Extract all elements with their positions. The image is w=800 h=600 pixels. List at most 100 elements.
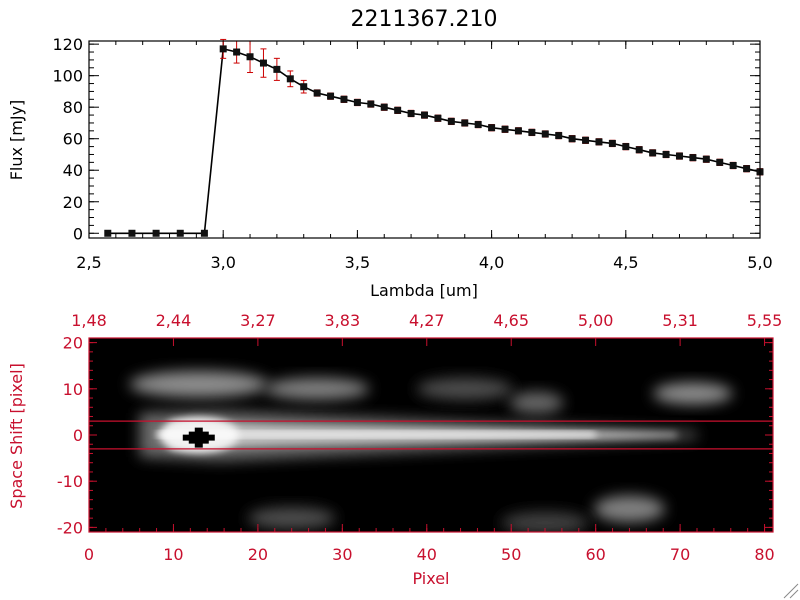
x-tick-label: 2,5	[76, 253, 101, 272]
image-top-tick-label: 4,65	[493, 311, 529, 330]
y-tick-label: 20	[63, 193, 83, 212]
x-tick-label: 3,0	[210, 253, 235, 272]
data-point	[541, 130, 549, 138]
data-point	[300, 83, 308, 91]
x-axis-label: Lambda [um]	[370, 281, 478, 300]
noise-blob	[509, 391, 564, 414]
image-y-tick-label: -10	[57, 472, 83, 491]
image-x-tick-label: 0	[84, 545, 94, 564]
bad-pixel	[194, 427, 203, 448]
x-tick-label: 3,5	[345, 253, 370, 272]
y-tick-label: 80	[63, 98, 83, 117]
image-x-tick-label: 40	[417, 545, 437, 564]
data-point	[246, 53, 254, 61]
spectrum-plot: 2211367.210 Lambda [um] Flux [mJy] 2,5 3,…	[7, 7, 773, 300]
data-point	[380, 103, 388, 111]
image-x-tick-label: 20	[248, 545, 268, 564]
x-tick-label: 4,0	[479, 253, 504, 272]
image-y-tick-label: -20	[57, 518, 83, 537]
data-point	[501, 125, 509, 133]
image-y-tick-label: 10	[63, 380, 83, 399]
data-point	[104, 229, 112, 237]
spectral-image	[89, 338, 773, 532]
image-top-tick-label: 3,27	[240, 311, 276, 330]
image-x-tick-label: 50	[501, 545, 521, 564]
image-top-tick-label: 2,44	[156, 311, 192, 330]
image-y-tick-label: 20	[63, 334, 83, 353]
data-point	[582, 136, 590, 144]
data-point	[327, 92, 335, 100]
data-point	[421, 111, 428, 119]
spectrum-series	[104, 38, 764, 237]
noise-blob	[501, 511, 589, 532]
image-plot-frame	[88, 337, 774, 533]
x-tick-label: 5,0	[747, 253, 772, 272]
data-point	[675, 152, 683, 160]
data-point	[649, 149, 657, 157]
data-point	[716, 158, 724, 166]
image-top-tick-label: 5,55	[747, 311, 783, 330]
data-point	[434, 114, 442, 122]
data-point	[407, 109, 415, 117]
data-point	[200, 229, 208, 237]
data-point	[340, 95, 348, 103]
data-point	[447, 117, 455, 125]
data-point	[367, 100, 375, 108]
image-x-tick-label: 80	[754, 545, 774, 564]
data-point	[286, 75, 294, 83]
image-x-tick-label: 60	[585, 545, 605, 564]
y-tick-label: 40	[63, 161, 83, 180]
noise-blob	[653, 382, 733, 405]
image-x-tick-label: 70	[670, 545, 690, 564]
y-tick-label: 100	[52, 67, 83, 86]
image-x-axis-label: Pixel	[412, 569, 449, 588]
noise-blob	[416, 377, 513, 400]
data-point	[729, 162, 737, 170]
spatial-image-plot: 0 10 20 30 40 50 60 70 80 -20 -10 0 10 20 1,48 2,44 3,27…	[7, 311, 782, 588]
image-top-tick-label: 3,83	[325, 311, 361, 330]
data-point	[635, 146, 643, 154]
data-point	[595, 138, 603, 146]
data-point	[528, 128, 536, 136]
data-point	[514, 127, 522, 135]
data-point	[233, 48, 241, 56]
data-point	[219, 45, 227, 53]
y-axis-label: Flux [mJy]	[7, 100, 26, 181]
spectrum-line	[107, 47, 761, 235]
spectrum-axes: 2,5 3,0 3,5 4,0 4,5 5,0 0 20 40 60 80 100 120	[52, 35, 772, 272]
data-point	[152, 229, 160, 237]
y-tick-label: 60	[63, 130, 83, 149]
spectrum-plot-frame	[88, 40, 761, 239]
image-y-tick-label: 0	[73, 426, 83, 445]
resize-grip-icon[interactable]	[783, 583, 799, 599]
data-point	[555, 132, 563, 140]
image-top-tick-label: 4,27	[409, 311, 445, 330]
data-point	[128, 229, 136, 237]
x-tick-label: 4,5	[613, 253, 638, 272]
data-point	[353, 98, 361, 106]
data-point	[743, 165, 751, 173]
data-point	[461, 119, 469, 127]
y-tick-label: 120	[52, 35, 83, 54]
data-point	[273, 65, 281, 73]
data-point	[702, 155, 710, 163]
data-point	[313, 89, 321, 97]
noise-blob	[264, 377, 370, 400]
data-point	[608, 139, 616, 147]
data-point	[474, 121, 482, 129]
image-top-tick-label: 5,31	[662, 311, 698, 330]
y-tick-label: 0	[73, 224, 83, 243]
image-x-tick-label: 10	[163, 545, 183, 564]
noise-blob	[594, 495, 665, 523]
image-top-tick-label: 1,48	[71, 311, 107, 330]
data-point	[568, 135, 576, 143]
noise-blob	[129, 370, 268, 398]
chart-title: 2211367.210	[351, 7, 498, 32]
noise-blob	[247, 507, 336, 530]
data-point	[259, 59, 267, 67]
image-x-tick-label: 30	[332, 545, 352, 564]
data-point	[622, 143, 630, 151]
data-point	[176, 229, 184, 237]
image-y-axis-label: Space Shift [pixel]	[7, 363, 26, 509]
